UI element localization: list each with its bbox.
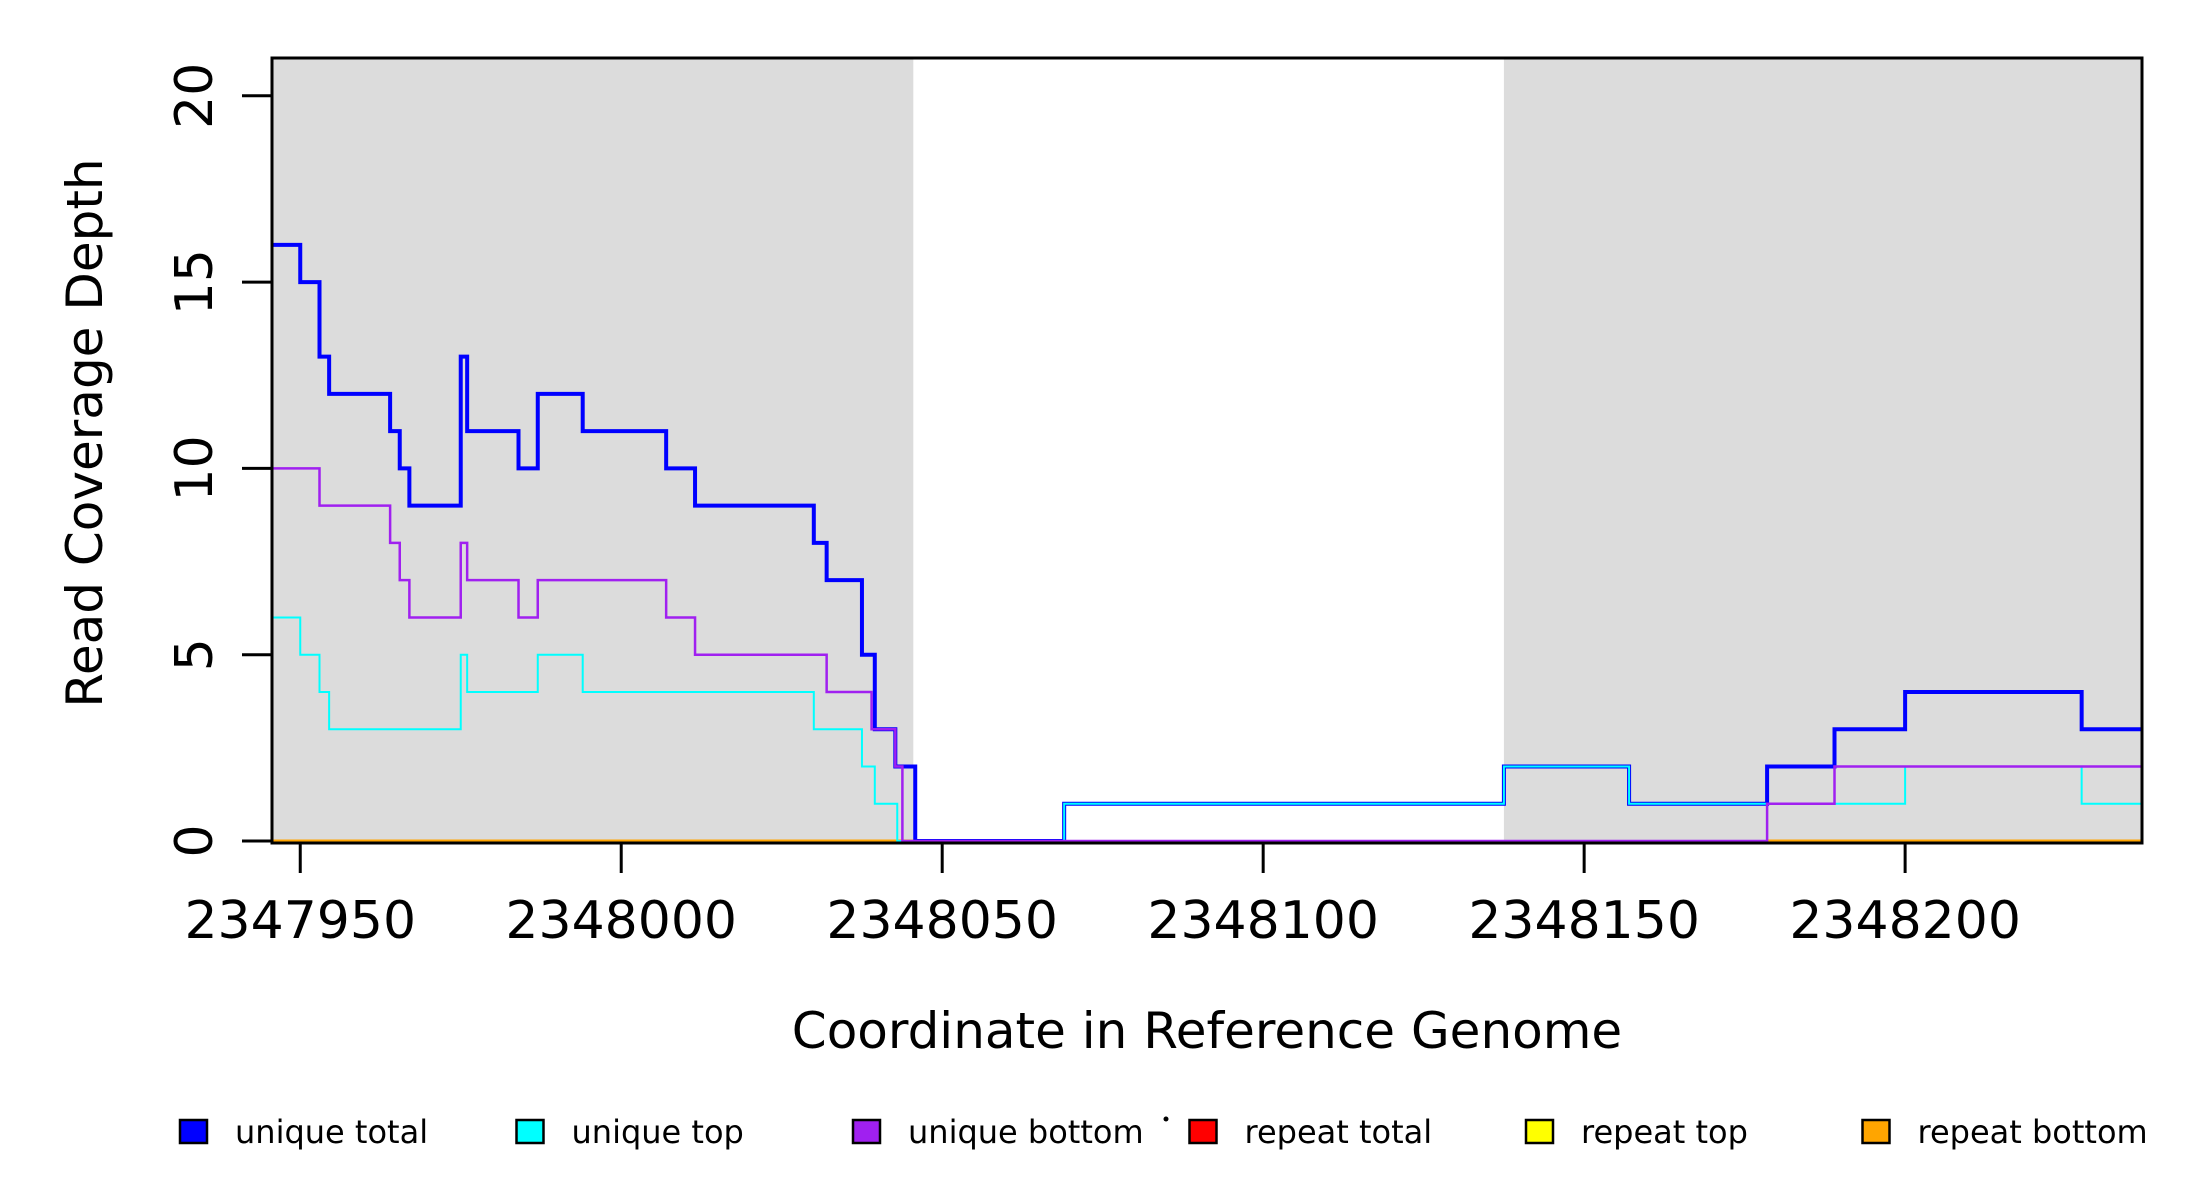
y-tick-label: 15 [165, 249, 225, 315]
legend-label-repeat-top: repeat top [1581, 1113, 1748, 1151]
x-tick-label: 2347950 [184, 891, 416, 951]
legend-swatch-repeat-bottom [1861, 1118, 1891, 1145]
legend-label-unique-bottom: unique bottom [908, 1113, 1144, 1151]
legend-swatch-repeat-top [1524, 1118, 1555, 1145]
legend-swatch-unique-bottom [851, 1118, 882, 1145]
y-tick-label: 5 [165, 638, 225, 671]
legend-label-repeat-total: repeat total [1245, 1113, 1433, 1151]
stray-dot [1163, 1116, 1169, 1122]
legend-label-repeat-bottom: repeat bottom [1918, 1113, 2148, 1151]
repeat-region-shading [1503, 58, 2142, 843]
legend-label-unique-total: unique total [235, 1113, 428, 1151]
y-axis-title: Read Coverage Depth [56, 158, 114, 707]
y-tick-label: 20 [165, 63, 225, 129]
legend-swatch-repeat-total [1188, 1118, 1218, 1145]
y-tick-label: 10 [165, 435, 225, 501]
series-line-unique-top [272, 616, 2142, 842]
x-tick-label: 2348150 [1468, 891, 1700, 951]
x-axis-title: Coordinate in Reference Genome [792, 1002, 1622, 1060]
plot-border [270, 56, 2144, 845]
legend-swatch-unique-top [515, 1118, 545, 1145]
x-tick-label: 2348200 [1789, 891, 2021, 951]
repeat-region-shading [272, 58, 914, 843]
x-tick-label: 2348050 [826, 891, 1058, 951]
legend-swatch-unique-total [178, 1118, 209, 1145]
x-tick-label: 2348000 [505, 891, 737, 951]
legend-label-unique-top: unique top [572, 1113, 744, 1151]
x-tick-label: 2348100 [1147, 891, 1379, 951]
y-tick-label: 0 [165, 824, 225, 857]
series-line-unique-bottom [272, 467, 2142, 843]
